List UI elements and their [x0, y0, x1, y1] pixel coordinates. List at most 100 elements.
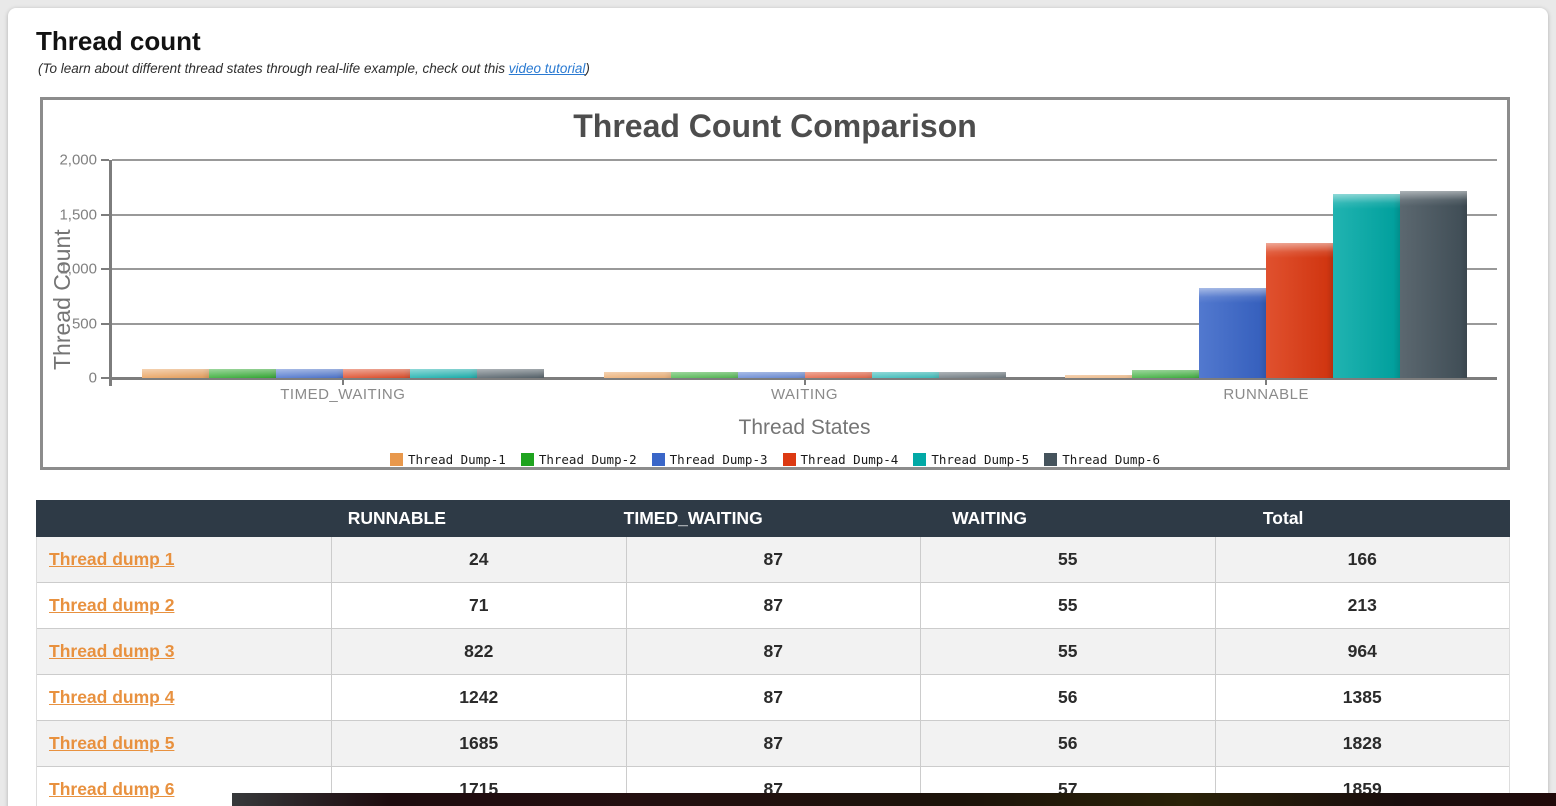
value-cell: 1685: [331, 721, 626, 766]
bar-group: [141, 368, 544, 378]
value-cell: 87: [625, 629, 921, 674]
table-body: Thread dump 1 24 87 55 166 Thread dump 2 71 87 5…: [36, 537, 1510, 806]
x-category-label: WAITING: [770, 386, 839, 403]
value-cell: 56: [920, 675, 1215, 720]
thread-dump-name-cell: Thread dump 1: [37, 537, 331, 582]
table-row: Thread dump 4 1242 87 56 1385: [37, 675, 1509, 721]
column-header-empty: [36, 500, 330, 537]
bar-thread-dump-2: [208, 368, 276, 378]
column-header-timed_waiting: TIMED_WAITING: [623, 508, 763, 528]
thread-dump-link[interactable]: Thread dump 2: [49, 595, 175, 615]
thread-dump-link[interactable]: Thread dump 3: [49, 641, 175, 661]
legend-item: Thread Dump-2: [520, 452, 637, 467]
bar-thread-dump-4: [804, 371, 872, 378]
value-cell: 1828: [1214, 721, 1510, 766]
subtitle-close-paren: ): [585, 61, 590, 76]
y-tick: [101, 213, 109, 216]
gridline: [112, 159, 1497, 161]
chart-title: Thread Count Comparison: [573, 108, 977, 144]
value-cell: 87: [625, 583, 921, 628]
table-row: Thread dump 1 24 87 55 166: [37, 537, 1509, 583]
bar-group: [1065, 191, 1468, 378]
thread-dump-link[interactable]: Thread dump 6: [49, 779, 175, 799]
subtitle-text: (To learn about different thread states …: [38, 61, 509, 76]
value-cell: 87: [625, 537, 921, 582]
x-axis-line: [110, 377, 1497, 380]
bar-thread-dump-2: [670, 372, 738, 378]
legend-label: Thread Dump-4: [800, 452, 899, 467]
legend-swatch: [389, 453, 403, 466]
value-cell: 56: [920, 721, 1215, 766]
table-row: Thread dump 5 1685 87 56 1828: [37, 721, 1509, 767]
legend-label: Thread Dump-1: [407, 452, 506, 467]
legend-swatch: [520, 453, 534, 466]
thread-dump-name-cell: Thread dump 3: [37, 629, 331, 674]
value-cell: 87: [625, 675, 921, 720]
thread-dump-link[interactable]: Thread dump 1: [49, 549, 175, 569]
legend-item: Thread Dump-6: [1044, 452, 1160, 467]
bar-thread-dump-5: [871, 371, 939, 378]
y-tick: [101, 322, 109, 325]
bar-thread-dump-5: [409, 368, 477, 378]
x-tick: [1265, 379, 1268, 385]
gridline: [112, 213, 1497, 216]
value-cell: 213: [1214, 583, 1510, 628]
bar-thread-dump-1: [603, 372, 671, 378]
legend-swatch: [651, 453, 665, 466]
thread-dump-link[interactable]: Thread dump 5: [49, 733, 175, 753]
legend-swatch: [782, 453, 796, 466]
legend-swatch: [913, 453, 927, 466]
table-row: Thread dump 3 822 87 55 964: [37, 629, 1509, 675]
thread-dump-name-cell: Thread dump 4: [37, 675, 331, 720]
y-tick: [101, 159, 109, 161]
y-tick-label: 1,000: [59, 260, 97, 278]
gridline: [112, 268, 1497, 270]
thread-dump-table: RUNNABLE TIMED_WAITING WAITING Total Thread…: [36, 500, 1510, 806]
bar-thread-dump-2: [1132, 370, 1200, 378]
y-tick-label: 2,000: [59, 151, 97, 169]
bar-thread-dump-5: [1333, 194, 1401, 378]
bar-thread-dump-6: [938, 371, 1006, 378]
thread-count-chart: Thread Count Comparison Thread Count 0 50…: [40, 97, 1510, 470]
y-tick: [101, 377, 109, 379]
legend-item: Thread Dump-4: [782, 452, 899, 467]
bar-thread-dump-4: [342, 368, 410, 378]
table-row: Thread dump 2 71 87 55 213: [37, 583, 1509, 629]
value-cell: 1385: [1214, 675, 1510, 720]
bar-thread-dump-6: [476, 368, 544, 378]
legend-item: Thread Dump-1: [389, 452, 506, 467]
column-header-waiting: WAITING: [952, 508, 1027, 528]
page-title: Thread count: [36, 26, 201, 56]
legend-label: Thread Dump-6: [1062, 452, 1161, 467]
x-category-label: TIMED_WAITING: [280, 386, 406, 403]
legend-label: Thread Dump-5: [931, 452, 1030, 467]
gridline: [112, 322, 1497, 325]
thread-dump-name-cell: Thread dump 6: [37, 767, 331, 806]
bar-thread-dump-4: [1266, 242, 1334, 378]
y-axis-line: [109, 160, 112, 386]
y-tick-label: 0: [88, 369, 97, 387]
bottom-media-strip: [232, 793, 1556, 806]
column-header-runnable: RUNNABLE: [347, 508, 446, 528]
legend-swatch: [1044, 453, 1058, 466]
x-tick: [341, 379, 344, 385]
x-category-label: RUNNABLE: [1223, 386, 1309, 403]
thread-dump-link[interactable]: Thread dump 4: [49, 687, 175, 707]
thread-dump-name-cell: Thread dump 5: [37, 721, 331, 766]
x-tick: [803, 379, 806, 385]
value-cell: 71: [331, 583, 626, 628]
video-tutorial-link[interactable]: video tutorial: [508, 61, 586, 76]
value-cell: 55: [920, 583, 1215, 628]
y-tick: [101, 268, 109, 270]
y-tick-label: 1,500: [59, 206, 97, 223]
value-cell: 55: [920, 629, 1215, 674]
column-header-total: Total: [1262, 508, 1304, 528]
main-card: Thread count (To learn about different t…: [8, 8, 1548, 806]
legend-item: Thread Dump-5: [913, 452, 1029, 467]
plot-area: 0 500 1,000 1,500 2,000 TIMED_WAITING WAITING R…: [59, 152, 1497, 403]
value-cell: 166: [1214, 537, 1510, 582]
table-header-row: RUNNABLE TIMED_WAITING WAITING Total: [36, 500, 1510, 537]
thread-dump-name-cell: Thread dump 2: [37, 583, 331, 628]
value-cell: 1242: [331, 675, 626, 720]
bar-thread-dump-3: [1199, 288, 1267, 378]
